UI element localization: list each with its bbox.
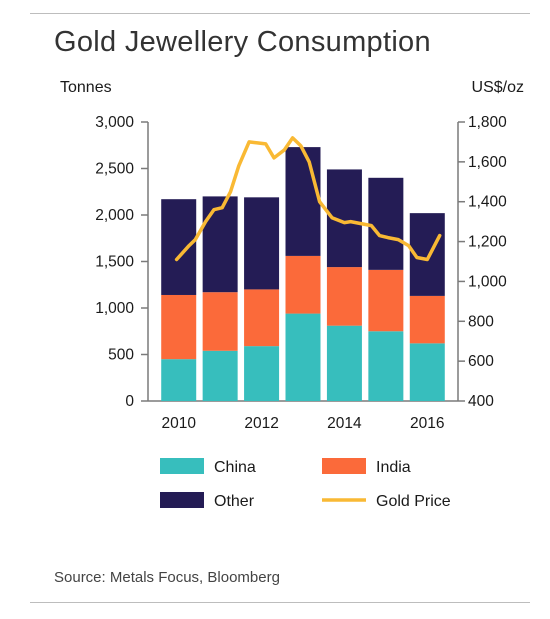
x-axis-tick-label: 2014 xyxy=(327,415,362,432)
right-axis-tick-label: 1,600 xyxy=(468,154,507,171)
bar-other-2010 xyxy=(161,199,197,295)
left-axis-tick-label: 3,000 xyxy=(95,114,134,131)
right-axis-tick-label: 1,800 xyxy=(468,114,507,131)
legend-label-india: India xyxy=(376,459,411,476)
legend-swatch-other xyxy=(160,492,204,508)
bar-india-2014 xyxy=(326,267,362,326)
right-axis-tick-label: 800 xyxy=(468,313,494,330)
bar-india-2015 xyxy=(368,269,404,332)
left-axis-tick-label: 2,000 xyxy=(95,207,134,224)
bar-india-2013 xyxy=(285,255,321,314)
left-axis-tick-label: 1,500 xyxy=(95,254,134,271)
x-axis-tick-label: 2012 xyxy=(244,415,278,432)
legend-swatch-india xyxy=(322,458,366,474)
left-axis-tick-label: 2,500 xyxy=(95,161,134,178)
bar-china-2015 xyxy=(368,331,404,401)
bar-other-2013 xyxy=(285,147,321,256)
bar-china-2013 xyxy=(285,313,321,401)
chart-title: Gold Jewellery Consumption xyxy=(54,26,431,58)
x-axis-tick-label: 2016 xyxy=(410,415,444,432)
left-axis-tick-label: 0 xyxy=(125,393,134,410)
gold-price-line xyxy=(174,136,442,262)
bar-other-2015 xyxy=(368,177,404,270)
bar-other-2011 xyxy=(202,196,238,293)
bar-india-2012 xyxy=(244,289,280,347)
legend-label-gold-price: Gold Price xyxy=(376,493,451,510)
right-axis-tick-label: 400 xyxy=(468,393,494,410)
bottom-divider xyxy=(30,602,530,603)
bar-china-2011 xyxy=(202,350,238,401)
left-axis-tick-label: 500 xyxy=(108,347,134,364)
bar-india-2011 xyxy=(202,292,238,351)
legend-label-other: Other xyxy=(214,493,255,510)
top-divider xyxy=(30,13,530,14)
left-axis-tick-label: 1,000 xyxy=(95,300,134,317)
source-note: Source: Metals Focus, Bloomberg xyxy=(54,569,280,586)
legend-label-china: China xyxy=(214,459,256,476)
bar-china-2014 xyxy=(326,325,362,401)
right-axis-tick-label: 600 xyxy=(468,353,494,370)
bar-india-2010 xyxy=(161,294,197,360)
left-axis-unit: Tonnes xyxy=(60,79,112,96)
right-axis-tick-label: 1,400 xyxy=(468,194,507,211)
legend-swatch-china xyxy=(160,458,204,474)
bar-china-2012 xyxy=(244,346,280,401)
right-axis-tick-label: 1,200 xyxy=(468,234,507,251)
right-axis-tick-label: 1,000 xyxy=(468,273,507,290)
bar-china-2016 xyxy=(409,343,445,401)
x-axis-tick-label: 2010 xyxy=(161,415,196,432)
bar-china-2010 xyxy=(161,359,197,401)
bar-other-2012 xyxy=(244,197,280,290)
bar-india-2016 xyxy=(409,295,445,344)
right-axis-unit: US$/oz xyxy=(472,79,524,96)
